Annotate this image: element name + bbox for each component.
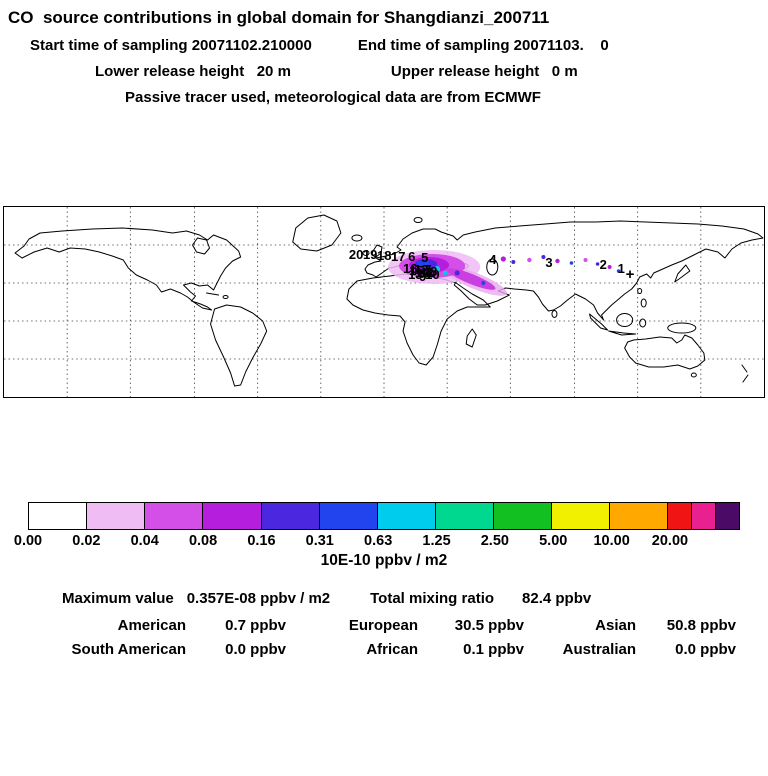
- colorbar-tick: 0.31: [305, 533, 334, 549]
- end-time-text: End time of sampling 20071103. 0: [357, 37, 609, 54]
- contribution-value: 0.0 ppbv: [225, 641, 286, 658]
- summary-row: Maximum value 0.357E-08 ppbv / m2 Total …: [0, 590, 768, 607]
- contribution-label: African: [366, 641, 418, 658]
- contribution-value: 0.7 ppbv: [225, 617, 286, 634]
- colorbar-tick: 0.00: [13, 533, 43, 549]
- colorbar-segment: [551, 503, 610, 529]
- colorbar-ticks: 0.00 0.02 0.04 0.08 0.16 0.31 0.63 1.25 …: [14, 530, 740, 550]
- station-marker: +: [626, 266, 635, 283]
- total-mixing-ratio-label: Total mixing ratio: [370, 590, 495, 607]
- contribution-label: South American: [71, 641, 186, 658]
- colorbar-tick: 0.63: [364, 533, 393, 549]
- tracer-note: Passive tracer used, meteorological data…: [125, 89, 541, 106]
- start-time-text: Start time of sampling 20071102.210000: [30, 37, 312, 54]
- figure: CO source contributions in global domain…: [0, 8, 768, 658]
- trajectory-day-label-overlap: 10: [425, 267, 439, 282]
- max-value-label: Maximum value: [62, 590, 174, 607]
- contributions-table: American 0.7 ppbv European 30.5 ppbv Asi…: [36, 617, 768, 658]
- trajectory-day-label-overlap: 9: [419, 269, 426, 284]
- trajectory-day-label: 6: [408, 249, 415, 264]
- map-grid: [4, 207, 764, 397]
- contribution-plume: [388, 250, 621, 296]
- colorbar-tick: 5.00: [539, 533, 568, 549]
- trajectory-day-label-overlap: 15: [409, 263, 423, 278]
- sampling-times-row: Start time of sampling 20071102.210000 E…: [0, 37, 768, 54]
- contribution-label: Asian: [595, 617, 636, 634]
- trajectory-day-label: 20: [349, 247, 363, 262]
- trajectory-day-label-overlap: 14: [415, 265, 430, 280]
- contribution-label: American: [117, 617, 186, 634]
- contribution-value: 0.1 ppbv: [463, 641, 524, 658]
- page-title: CO source contributions in global domain…: [8, 8, 550, 27]
- colorbar-segment: [202, 503, 261, 529]
- colorbar-segment: [376, 503, 435, 529]
- trajectory-day-label: 2: [600, 257, 607, 272]
- trajectory-day-label: 3: [545, 255, 552, 270]
- colorbar-tick: 0.02: [72, 533, 101, 549]
- colorbar-segment: [434, 503, 493, 529]
- trajectory-day-label-overlap: 16: [403, 261, 417, 276]
- colorbar-segment: [715, 503, 739, 529]
- colorbar-segment: [667, 503, 692, 529]
- contribution-value: 30.5 ppbv: [454, 617, 524, 634]
- world-map: 20 19 18 17 6 5 4 3 2 1 16 15 14 13 12 1…: [3, 206, 765, 398]
- trajectory-day-label-overlap: 7: [424, 262, 431, 277]
- upper-release-text: Upper release height 0 m: [390, 63, 578, 80]
- trajectory-day-label: 4: [489, 252, 497, 267]
- trajectory-day-label: 18: [377, 248, 391, 263]
- trajectory-day-label-overlap: 11: [420, 265, 434, 280]
- colorbar-segment: [493, 503, 552, 529]
- colorbar-segment: [260, 503, 319, 529]
- colorbar-tick: 0.16: [247, 533, 276, 549]
- max-value: 0.357E-08 ppbv / m2: [186, 590, 331, 607]
- contribution-label: European: [348, 617, 418, 634]
- trajectory-day-label: 17: [391, 249, 405, 264]
- trajectory-day-label: 5: [421, 250, 428, 265]
- colorbar-tick: 20.00: [651, 533, 689, 549]
- trajectory-day-labels: 20 19 18 17 6 5 4 3 2 1 16 15 14 13 12 1…: [349, 247, 635, 284]
- colorbar-segment: [144, 503, 203, 529]
- colorbar-segment: [318, 503, 377, 529]
- trajectory-day-label-overlap: 8: [430, 264, 437, 279]
- colorbar-tick: 10.00: [593, 533, 630, 549]
- lower-release-text: Lower release height 20 m: [95, 63, 291, 80]
- colorbar-tick: 1.25: [422, 533, 451, 549]
- colorbar-segment: [691, 503, 716, 529]
- trajectory-day-label-overlap: 12: [414, 262, 428, 277]
- colorbar-tick: 0.08: [188, 533, 218, 549]
- colorbar-segment: [29, 503, 87, 529]
- contribution-label: Australian: [562, 641, 636, 658]
- colorbar-segments: [28, 502, 740, 530]
- colorbar-segment: [609, 503, 668, 529]
- total-mixing-ratio-value: 82.4 ppbv: [522, 590, 592, 607]
- contribution-value: 50.8 ppbv: [666, 617, 736, 634]
- colorbar-units: 10E-10 ppbv / m2: [320, 552, 448, 569]
- colorbar-segment: [86, 503, 145, 529]
- trajectory-day-label: 19: [363, 247, 377, 262]
- release-height-row: Lower release height 20 m Upper release …: [0, 63, 768, 80]
- coastlines: [14, 214, 764, 387]
- colorbar-tick: 2.50: [480, 533, 509, 549]
- colorbar-tick: 0.04: [130, 533, 159, 549]
- trajectory-day-label: 1: [618, 261, 625, 276]
- colorbar: 0.00 0.02 0.04 0.08 0.16 0.31 0.63 1.25 …: [14, 502, 740, 550]
- contribution-value: 0.0 ppbv: [675, 641, 736, 658]
- trajectory-day-label-overlap: 13: [408, 267, 422, 282]
